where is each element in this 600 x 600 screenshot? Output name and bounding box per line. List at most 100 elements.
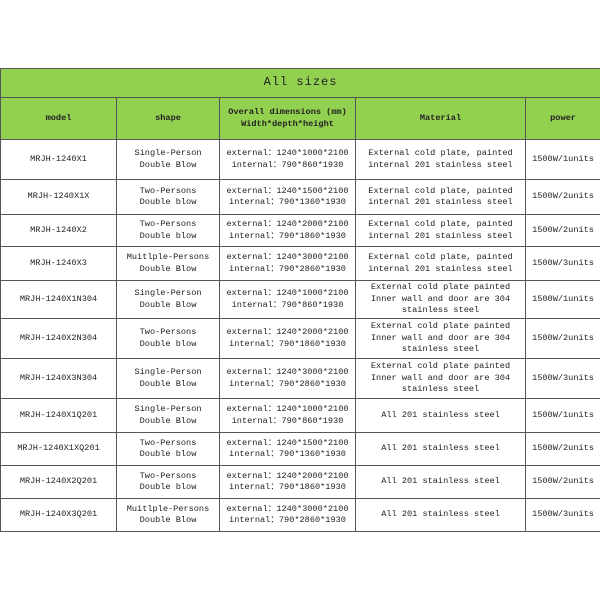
cell-material: External cold plate painted Inner wall an… <box>355 318 526 359</box>
cell-power: 1500W/1units <box>524 280 600 319</box>
cell-shape: Single-Person Double Blow <box>116 280 220 319</box>
cell-shape: Muitlple-Persons Double Blow <box>116 498 220 532</box>
cell-dims: external：1240*1000*2100 internal：790*860*… <box>219 280 356 319</box>
cell-dims: external：1240*1500*2100 internal：790*1360… <box>219 179 356 215</box>
cell-model: MRJH-1240X2 <box>0 214 117 247</box>
cell-line: Double blow <box>139 338 197 349</box>
cell-line: external：1240*3000*2100 <box>226 252 349 262</box>
cell-shape: Single-Person Double Blow <box>116 358 220 399</box>
cell-line: Single-Person <box>134 288 202 298</box>
cell-model: MRJH-1240X1N304 <box>0 280 117 319</box>
cell-line: internal 201 stainless steel <box>368 263 513 274</box>
cell-dims: external：1240*2000*2100 internal：790*1860… <box>219 318 356 359</box>
cell-power: 1500W/3units <box>524 498 600 532</box>
cell-line: Double Blow <box>139 378 197 389</box>
cell-line: Muitlple-Persons <box>126 503 210 514</box>
header-text: shape <box>155 112 181 123</box>
cell-line: external：1240*2000*2100 <box>226 470 349 481</box>
cell-dims: external：1240*1000*2100 internal：790*860*… <box>219 139 356 180</box>
header-text: power <box>550 112 576 123</box>
cell-dims: external：1240*2000*2100 internal：790*1860… <box>219 214 356 247</box>
cell-line: Inner wall and door are 304 <box>370 372 511 383</box>
cell-material: All 201 stainless steel <box>355 498 526 532</box>
cell-line: External cold plate painted <box>370 282 511 293</box>
cell-line: External cold plate, painted <box>368 185 513 196</box>
table-row: MRJH-1240X2N304 Two-Persons Double blow ext… <box>0 318 600 359</box>
cell-shape: Two-Persons Double blow <box>116 214 220 247</box>
cell-model: MRJH-1240X1 <box>0 139 117 180</box>
cell-line: Double blow <box>139 449 197 459</box>
cell-shape: Two-Persons Double blow <box>116 432 220 466</box>
sizes-table: All sizes model shape Overall dimensions (… <box>0 68 600 532</box>
cell-model: MRJH-1240X1XQ201 <box>0 432 117 466</box>
header-text: model <box>45 112 72 123</box>
cell-material: External cold plate painted Inner wall an… <box>355 358 526 399</box>
cell-line: internal：790*860*1930 <box>231 299 344 310</box>
cell-line: Double Blow <box>139 515 197 525</box>
cell-dims: external：1240*2000*2100 internal：790*1860… <box>219 465 356 499</box>
cell-dims: external：1240*3000*2100 internal：790*2860… <box>219 358 356 399</box>
cell-line: Two-Persons <box>139 470 197 481</box>
header-row: model shape Overall dimensions (mm) Width*d… <box>0 97 600 140</box>
cell-line: External cold plate, painted <box>368 252 513 262</box>
cell-line: External cold plate painted <box>370 321 511 332</box>
cell-shape: Two-Persons Double blow <box>116 465 220 499</box>
cell-line: Inner wall and door are 304 <box>370 332 511 343</box>
cell-model: MRJH-1240X3N304 <box>0 358 117 399</box>
cell-line: Two-Persons <box>139 185 197 196</box>
cell-power: 1500W/2units <box>524 214 600 247</box>
cell-model: MRJH-1240X3Q201 <box>0 498 117 532</box>
cell-line: Double Blow <box>139 415 197 426</box>
cell-model: MRJH-1240X2Q201 <box>0 465 117 499</box>
cell-line: external：1240*1000*2100 <box>226 148 349 158</box>
column-header-shape: shape <box>116 97 220 140</box>
cell-line: Double blow <box>139 197 197 207</box>
cell-line: internal：790*1360*1930 <box>229 449 346 459</box>
cell-power: 1500W/3units <box>524 246 600 281</box>
cell-line: All 201 stainless steel <box>381 443 500 454</box>
cell-shape: Single-Person Double Blow <box>116 398 220 433</box>
table-row: MRJH-1240X1 Single-Person Double Blow exter… <box>0 139 600 180</box>
cell-power: 1500W/1units <box>524 139 600 180</box>
table-title: All sizes <box>0 68 600 98</box>
cell-line: internal：790*1360*1930 <box>229 197 346 207</box>
table-row: MRJH-1240X2 Two-Persons Double blow externa… <box>0 214 600 247</box>
cell-shape: Muitlple-Persons Double Blow <box>116 246 220 281</box>
cell-line: external：1240*1500*2100 <box>226 437 349 448</box>
table-row: MRJH-1240X1N304 Single-Person Double Blow e… <box>0 280 600 319</box>
column-header-material: Material <box>355 97 526 140</box>
table-row: MRJH-1240X3Q201 Muitlple-Persons Double Bl… <box>0 498 600 532</box>
cell-line: external：1240*2000*2100 <box>226 219 349 229</box>
cell-line: internal：790*1860*1930 <box>229 230 346 241</box>
cell-line: All 201 stainless steel <box>381 509 500 520</box>
cell-dims: external：1240*3000*2100 internal：790*2860… <box>219 498 356 532</box>
cell-line: External cold plate, painted <box>368 219 513 229</box>
cell-line: internal 201 stainless steel <box>368 159 513 170</box>
cell-line: All 201 stainless steel <box>381 409 500 420</box>
cell-line: External cold plate, painted <box>368 148 513 158</box>
cell-model: MRJH-1240X1Q201 <box>0 398 117 433</box>
cell-material: External cold plate, painted internal 201… <box>355 139 526 180</box>
cell-line: stainless steel <box>401 344 480 355</box>
cell-line: stainless steel <box>401 384 480 395</box>
cell-line: internal 201 stainless steel <box>368 197 513 207</box>
cell-line: external：1240*1500*2100 <box>226 185 349 196</box>
cell-line: Inner wall and door are 304 <box>370 293 511 304</box>
cell-material: External cold plate, painted internal 201… <box>355 179 526 215</box>
cell-line: Double blow <box>139 482 197 492</box>
cell-line: external：1240*3000*2100 <box>226 367 349 377</box>
cell-line: external：1240*1000*2100 <box>226 288 349 298</box>
cell-line: Two-Persons <box>139 327 197 337</box>
cell-line: Double Blow <box>139 263 197 274</box>
cell-line: Single-Person <box>134 404 202 414</box>
cell-line: Double blow <box>139 230 197 241</box>
cell-power: 1500W/2units <box>524 179 600 215</box>
cell-material: All 201 stainless steel <box>355 465 526 499</box>
table-row: MRJH-1240X3 Muitlple-Persons Double Blow ex… <box>0 246 600 281</box>
header-text: Width*depth*height <box>241 118 334 129</box>
cell-line: Two-Persons <box>139 219 197 229</box>
cell-material: External cold plate, painted internal 201… <box>355 214 526 247</box>
cell-power: 1500W/2units <box>524 465 600 499</box>
cell-dims: external：1240*1500*2100 internal：790*1360… <box>219 432 356 466</box>
cell-line: internal：790*1860*1930 <box>229 482 346 492</box>
